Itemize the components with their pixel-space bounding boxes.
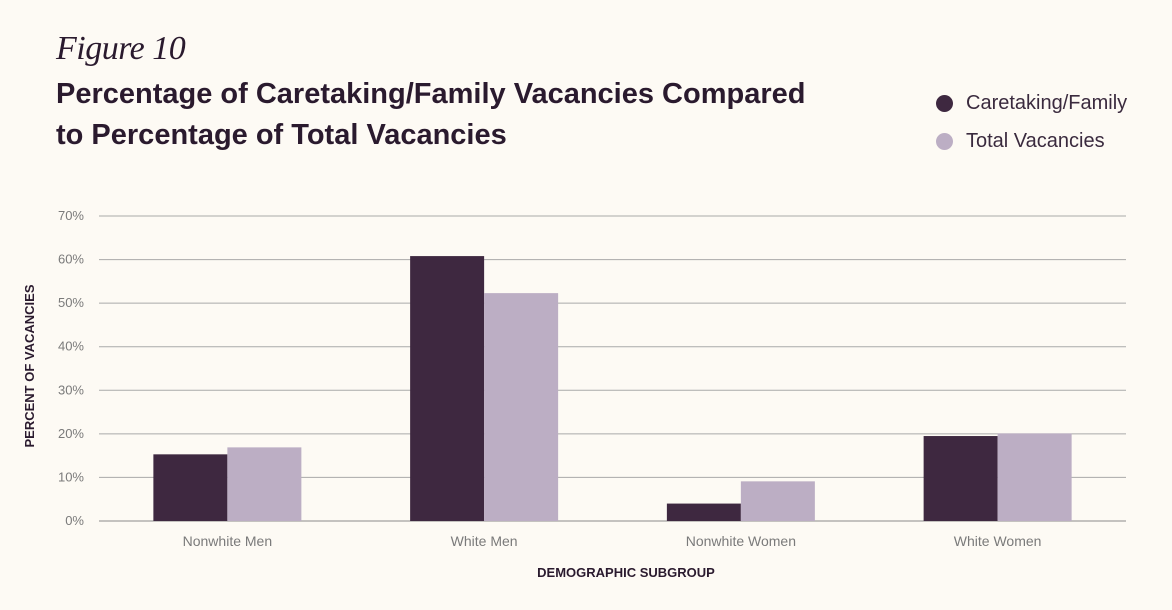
bar-nonwhite-women-total	[740, 481, 815, 521]
figure-label: Figure 10	[56, 30, 186, 67]
legend-item-total: Total Vacancies	[936, 122, 1127, 160]
bar-white-women-total	[997, 433, 1072, 521]
y-tick-label: 40%	[58, 339, 84, 354]
y-axis-title: PERCENT OF VACANCIES	[22, 284, 37, 447]
legend-label-caretaking: Caretaking/Family	[966, 91, 1128, 114]
y-tick-label: 0%	[65, 513, 84, 528]
y-tick-label: 30%	[58, 382, 84, 397]
y-tick-label: 70%	[58, 208, 84, 223]
legend: Caretaking/Family Total Vacancies	[936, 84, 1127, 160]
legend-swatch-caretaking	[936, 94, 953, 112]
x-tick-label: Nonwhite Men	[183, 533, 273, 549]
bar-white-men-caretaking	[410, 256, 485, 521]
bar-white-women-caretaking	[923, 436, 998, 521]
legend-label-total: Total Vacancies	[966, 129, 1105, 152]
y-tick-label: 60%	[58, 252, 84, 267]
x-tick-label: White Men	[451, 533, 518, 549]
chart-title-line-1: Percentage of Caretaking/Family Vacancie…	[56, 78, 806, 110]
x-axis-title: DEMOGRAPHIC SUBGROUP	[537, 565, 715, 580]
y-tick-label: 20%	[58, 426, 84, 441]
x-tick-label: White Women	[954, 533, 1042, 549]
chart-title-line-2: to Percentage of Total Vacancies	[56, 119, 507, 151]
y-tick-label: 10%	[58, 469, 84, 484]
legend-swatch-total	[936, 132, 953, 150]
x-tick-label: Nonwhite Women	[686, 533, 796, 549]
y-tick-label: 50%	[58, 295, 84, 310]
bar-nonwhite-women-caretaking	[666, 503, 741, 521]
bar-nonwhite-men-total	[227, 447, 302, 521]
bar-nonwhite-men-caretaking	[153, 454, 228, 521]
bar-white-men-total	[484, 293, 559, 521]
chart-title: Percentage of Caretaking/Family Vacancie…	[56, 74, 856, 156]
legend-item-caretaking: Caretaking/Family	[936, 84, 1127, 122]
